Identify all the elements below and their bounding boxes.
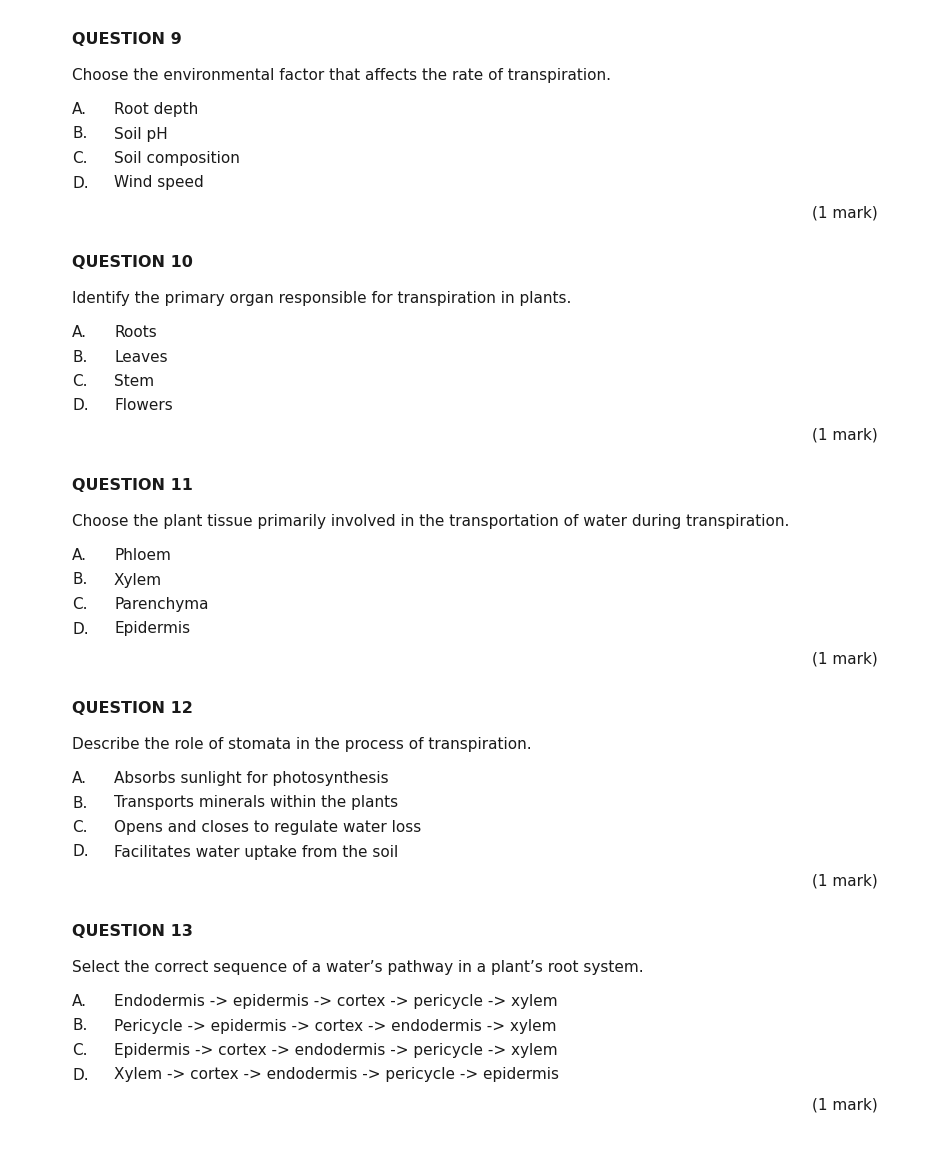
- Text: Phloem: Phloem: [114, 548, 171, 563]
- Text: Opens and closes to regulate water loss: Opens and closes to regulate water loss: [114, 819, 421, 835]
- Text: (1 mark): (1 mark): [812, 205, 878, 220]
- Text: (1 mark): (1 mark): [812, 651, 878, 666]
- Text: Choose the environmental factor that affects the rate of transpiration.: Choose the environmental factor that aff…: [72, 68, 611, 83]
- Text: Soil pH: Soil pH: [114, 126, 168, 141]
- Text: Epidermis: Epidermis: [114, 622, 190, 636]
- Text: Wind speed: Wind speed: [114, 175, 204, 191]
- Text: QUESTION 10: QUESTION 10: [72, 255, 193, 270]
- Text: QUESTION 13: QUESTION 13: [72, 924, 193, 939]
- Text: C.: C.: [72, 1043, 87, 1058]
- Text: A.: A.: [72, 548, 87, 563]
- Text: D.: D.: [72, 622, 89, 636]
- Text: Flowers: Flowers: [114, 399, 173, 414]
- Text: A.: A.: [72, 772, 87, 786]
- Text: D.: D.: [72, 1067, 89, 1082]
- Text: D.: D.: [72, 175, 89, 191]
- Text: Pericycle -> epidermis -> cortex -> endodermis -> xylem: Pericycle -> epidermis -> cortex -> endo…: [114, 1018, 557, 1033]
- Text: D.: D.: [72, 399, 89, 414]
- Text: Absorbs sunlight for photosynthesis: Absorbs sunlight for photosynthesis: [114, 772, 388, 786]
- Text: Xylem: Xylem: [114, 573, 162, 588]
- Text: QUESTION 9: QUESTION 9: [72, 32, 182, 47]
- Text: A.: A.: [72, 994, 87, 1009]
- Text: Choose the plant tissue primarily involved in the transportation of water during: Choose the plant tissue primarily involv…: [72, 514, 789, 530]
- Text: Parenchyma: Parenchyma: [114, 597, 209, 613]
- Text: B.: B.: [72, 795, 87, 810]
- Text: Endodermis -> epidermis -> cortex -> pericycle -> xylem: Endodermis -> epidermis -> cortex -> per…: [114, 994, 558, 1009]
- Text: Leaves: Leaves: [114, 350, 168, 365]
- Text: Select the correct sequence of a water’s pathway in a plant’s root system.: Select the correct sequence of a water’s…: [72, 960, 644, 975]
- Text: Soil composition: Soil composition: [114, 151, 240, 166]
- Text: QUESTION 11: QUESTION 11: [72, 478, 193, 493]
- Text: Xylem -> cortex -> endodermis -> pericycle -> epidermis: Xylem -> cortex -> endodermis -> pericyc…: [114, 1067, 559, 1082]
- Text: B.: B.: [72, 126, 87, 141]
- Text: (1 mark): (1 mark): [812, 1097, 878, 1112]
- Text: Transports minerals within the plants: Transports minerals within the plants: [114, 795, 398, 810]
- Text: Facilitates water uptake from the soil: Facilitates water uptake from the soil: [114, 844, 398, 859]
- Text: C.: C.: [72, 597, 87, 613]
- Text: C.: C.: [72, 819, 87, 835]
- Text: C.: C.: [72, 374, 87, 389]
- Text: A.: A.: [72, 325, 87, 340]
- Text: Epidermis -> cortex -> endodermis -> pericycle -> xylem: Epidermis -> cortex -> endodermis -> per…: [114, 1043, 558, 1058]
- Text: Describe the role of stomata in the process of transpiration.: Describe the role of stomata in the proc…: [72, 736, 532, 752]
- Text: Stem: Stem: [114, 374, 154, 389]
- Text: B.: B.: [72, 1018, 87, 1033]
- Text: B.: B.: [72, 350, 87, 365]
- Text: A.: A.: [72, 102, 87, 117]
- Text: (1 mark): (1 mark): [812, 428, 878, 443]
- Text: Roots: Roots: [114, 325, 156, 340]
- Text: QUESTION 12: QUESTION 12: [72, 701, 193, 715]
- Text: D.: D.: [72, 844, 89, 859]
- Text: C.: C.: [72, 151, 87, 166]
- Text: (1 mark): (1 mark): [812, 874, 878, 888]
- Text: Identify the primary organ responsible for transpiration in plants.: Identify the primary organ responsible f…: [72, 291, 571, 306]
- Text: B.: B.: [72, 573, 87, 588]
- Text: Root depth: Root depth: [114, 102, 198, 117]
